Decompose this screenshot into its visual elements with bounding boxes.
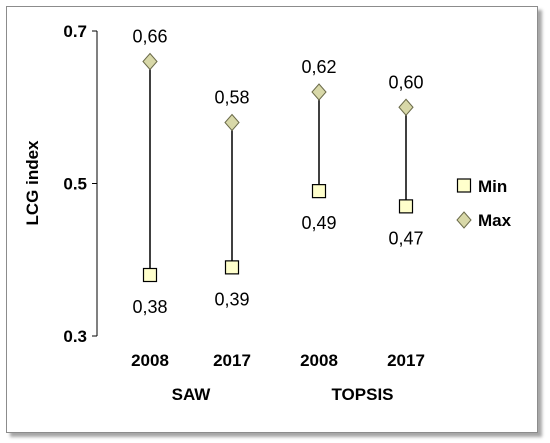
x-category-label: 2017: [213, 351, 251, 370]
y-tick-label: 0.7: [63, 22, 87, 41]
min-marker: [311, 184, 327, 199]
chart-frame: [6, 6, 538, 433]
y-tick-label: 0.5: [63, 175, 87, 194]
max-data-label: 0,66: [132, 27, 167, 47]
y-axis-label: LCG index: [23, 140, 42, 226]
legend-max-label: Max: [478, 211, 512, 230]
x-group-label: TOPSIS: [331, 385, 393, 404]
legend-min-marker: [456, 178, 472, 193]
legend-min-label: Min: [478, 177, 507, 196]
max-data-label: 0,62: [301, 57, 336, 77]
min-marker: [398, 199, 414, 214]
max-data-label: 0,60: [388, 72, 423, 92]
min-data-label: 0,39: [214, 289, 249, 309]
x-category-label: 2017: [387, 351, 425, 370]
max-marker: [142, 52, 158, 71]
max-marker: [398, 98, 414, 117]
max-marker: [311, 83, 327, 101]
min-data-label: 0,49: [301, 213, 336, 233]
min-marker: [142, 267, 158, 283]
max-data-label: 0,58: [214, 88, 249, 108]
x-category-label: 2008: [300, 351, 338, 370]
y-tick-label: 0.3: [63, 327, 87, 346]
max-marker: [224, 113, 240, 132]
min-marker: [224, 260, 240, 275]
min-data-label: 0,47: [388, 228, 423, 248]
legend-max-marker: [456, 211, 472, 229]
x-group-label: SAW: [172, 385, 212, 404]
min-data-label: 0,38: [132, 297, 167, 317]
x-category-label: 2008: [131, 351, 169, 370]
